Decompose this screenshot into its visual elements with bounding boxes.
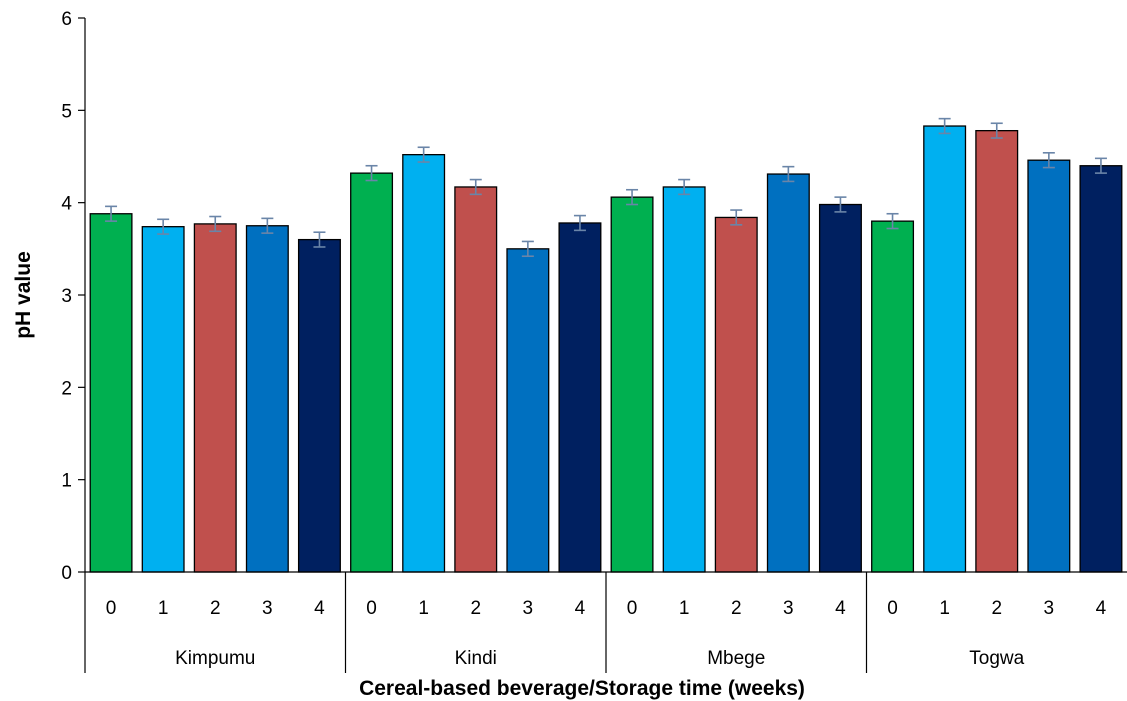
y-tick-label: 5 <box>61 101 72 122</box>
x-tick-label: 0 <box>887 598 898 619</box>
y-tick-label: 1 <box>61 471 72 492</box>
x-tick-label: 3 <box>1044 598 1055 619</box>
y-tick-label: 0 <box>61 563 72 584</box>
error-bar <box>782 165 795 183</box>
bar-mbege-week-0 <box>610 196 654 573</box>
x-tick-label: 1 <box>679 598 690 619</box>
x-axis: 0 1 2 3 4 0 1 2 3 4 0 1 2 3 4 0 1 2 3 4 Kimpumu Kindi Mbege Tog… <box>84 571 1127 673</box>
bar-kimpumu-week-1 <box>141 226 185 573</box>
bar-mbege-week-4 <box>818 203 862 573</box>
y-axis-title: pH value <box>12 251 35 339</box>
error-bar <box>938 117 951 135</box>
error-bar <box>886 212 899 230</box>
bar-kindi-week-4 <box>558 222 602 573</box>
x-tick-label: 2 <box>731 598 742 619</box>
error-bar <box>1094 157 1107 174</box>
error-bar <box>730 209 743 226</box>
x-tick-label: 0 <box>627 598 638 619</box>
error-bar <box>313 231 326 248</box>
x-tick-label: 0 <box>106 598 117 619</box>
x-tick-label: 3 <box>262 598 273 619</box>
x-tick-label: 2 <box>210 598 221 619</box>
group-label-kimpumu: Kimpumu <box>175 648 255 669</box>
x-tick-label: 1 <box>158 598 169 619</box>
bar-kindi-week-1 <box>402 154 446 573</box>
y-tick-label: 2 <box>61 378 72 399</box>
bar-mbege-week-1 <box>662 186 706 573</box>
group-label-mbege: Mbege <box>707 648 765 669</box>
error-bar <box>834 196 847 213</box>
x-tick-label: 4 <box>1096 598 1107 619</box>
error-bar <box>521 240 534 258</box>
error-bar <box>573 214 586 232</box>
x-tick-label: 0 <box>366 598 377 619</box>
x-tick-label: 1 <box>418 598 429 619</box>
error-bar <box>990 122 1003 139</box>
bar-kindi-week-2 <box>454 186 498 573</box>
y-tick-label: 4 <box>61 194 72 215</box>
x-tick-label: 2 <box>470 598 481 619</box>
x-tick-label: 4 <box>835 598 846 619</box>
bar-togwa-week-3 <box>1027 159 1071 573</box>
x-axis-title: Cereal-based beverage/Storage time (week… <box>359 677 805 700</box>
error-bar <box>209 215 222 233</box>
y-axis: 0 1 2 3 4 5 6 <box>61 9 86 584</box>
bar-kindi-week-3 <box>506 248 550 573</box>
y-tick-label: 3 <box>61 286 72 307</box>
bar-togwa-week-2 <box>975 129 1019 573</box>
x-tick-label: 1 <box>939 598 950 619</box>
y-tick-label: 6 <box>61 9 72 30</box>
bar-mbege-week-3 <box>766 173 810 573</box>
error-bar <box>678 178 691 196</box>
bar-kimpumu-week-4 <box>297 238 341 573</box>
error-bar <box>105 205 118 222</box>
x-tick-label: 3 <box>783 598 794 619</box>
error-bar <box>626 188 639 206</box>
bars <box>89 125 1123 573</box>
error-bar <box>417 146 430 163</box>
error-bar <box>157 218 170 235</box>
bar-kimpumu-week-3 <box>245 225 289 573</box>
error-bar <box>365 164 378 182</box>
x-tick-label: 2 <box>991 598 1002 619</box>
bar-togwa-week-1 <box>923 125 967 573</box>
error-bar <box>469 178 482 196</box>
x-tick-label: 3 <box>523 598 534 619</box>
error-bar <box>1042 152 1055 169</box>
group-label-kindi: Kindi <box>455 648 497 669</box>
group-label-togwa: Togwa <box>969 648 1024 669</box>
error-bars <box>105 117 1107 258</box>
bar-togwa-week-0 <box>871 220 915 573</box>
bar-togwa-week-4 <box>1079 165 1123 573</box>
error-bar <box>261 217 274 234</box>
bar-kimpumu-week-2 <box>193 223 237 573</box>
bar-kindi-week-0 <box>350 172 394 573</box>
bar-mbege-week-2 <box>714 216 758 573</box>
x-tick-label: 4 <box>314 598 325 619</box>
bar-kimpumu-week-0 <box>89 213 133 573</box>
x-tick-label: 4 <box>575 598 586 619</box>
